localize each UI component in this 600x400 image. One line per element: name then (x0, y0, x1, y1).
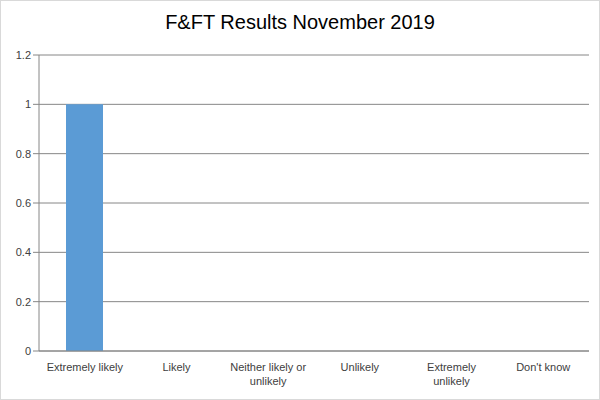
svg-text:0: 0 (25, 345, 31, 357)
svg-text:0.8: 0.8 (16, 148, 31, 160)
svg-text:0.4: 0.4 (16, 246, 31, 258)
svg-text:0.6: 0.6 (16, 197, 31, 209)
svg-text:Unlikely: Unlikely (341, 361, 380, 373)
html-text:F&FT Results November 2019: F&FT Results November 2019 (165, 11, 435, 33)
svg-text:Extremely likely: Extremely likely (47, 361, 124, 373)
svg-text:0.2: 0.2 (16, 296, 31, 308)
svg-text:Likely: Likely (162, 361, 191, 373)
svg-text:1.2: 1.2 (16, 49, 31, 61)
svg-text:1: 1 (25, 98, 31, 110)
svg-text:Don't know: Don't know (516, 361, 570, 373)
svg-text:Neither likely orunlikely: Neither likely orunlikely (230, 361, 306, 387)
svg-text:Extremelyunlikely: Extremelyunlikely (427, 361, 476, 387)
